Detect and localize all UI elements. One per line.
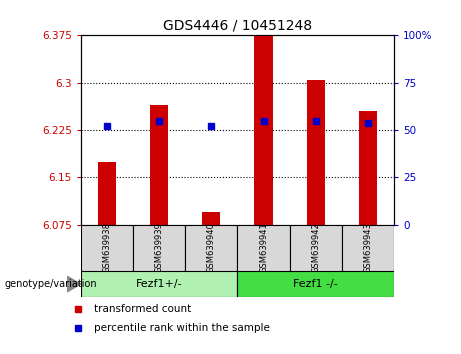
Bar [98,162,116,225]
Text: percentile rank within the sample: percentile rank within the sample [94,323,270,333]
Title: GDS4446 / 10451248: GDS4446 / 10451248 [163,19,312,33]
Text: GSM639940: GSM639940 [207,222,216,273]
Bar [185,225,237,271]
Text: genotype/variation: genotype/variation [5,279,97,289]
Text: transformed count: transformed count [94,304,191,314]
Text: GSM639942: GSM639942 [311,222,320,273]
Bar [202,212,220,225]
Bar [81,271,237,297]
Text: Fezf1 -/-: Fezf1 -/- [293,279,338,289]
Text: GSM639941: GSM639941 [259,222,268,273]
Text: GSM639939: GSM639939 [154,222,164,273]
Bar [237,271,394,297]
Text: GSM639943: GSM639943 [364,222,372,273]
Bar [342,225,394,271]
Bar [290,225,342,271]
Polygon shape [67,276,81,292]
Text: Fezf1+/-: Fezf1+/- [136,279,183,289]
Text: GSM639938: GSM639938 [102,222,111,273]
Bar [359,111,377,225]
Bar [237,225,290,271]
Bar [133,225,185,271]
Bar [81,225,133,271]
Bar [254,35,272,225]
Bar [307,80,325,225]
Bar [150,105,168,225]
